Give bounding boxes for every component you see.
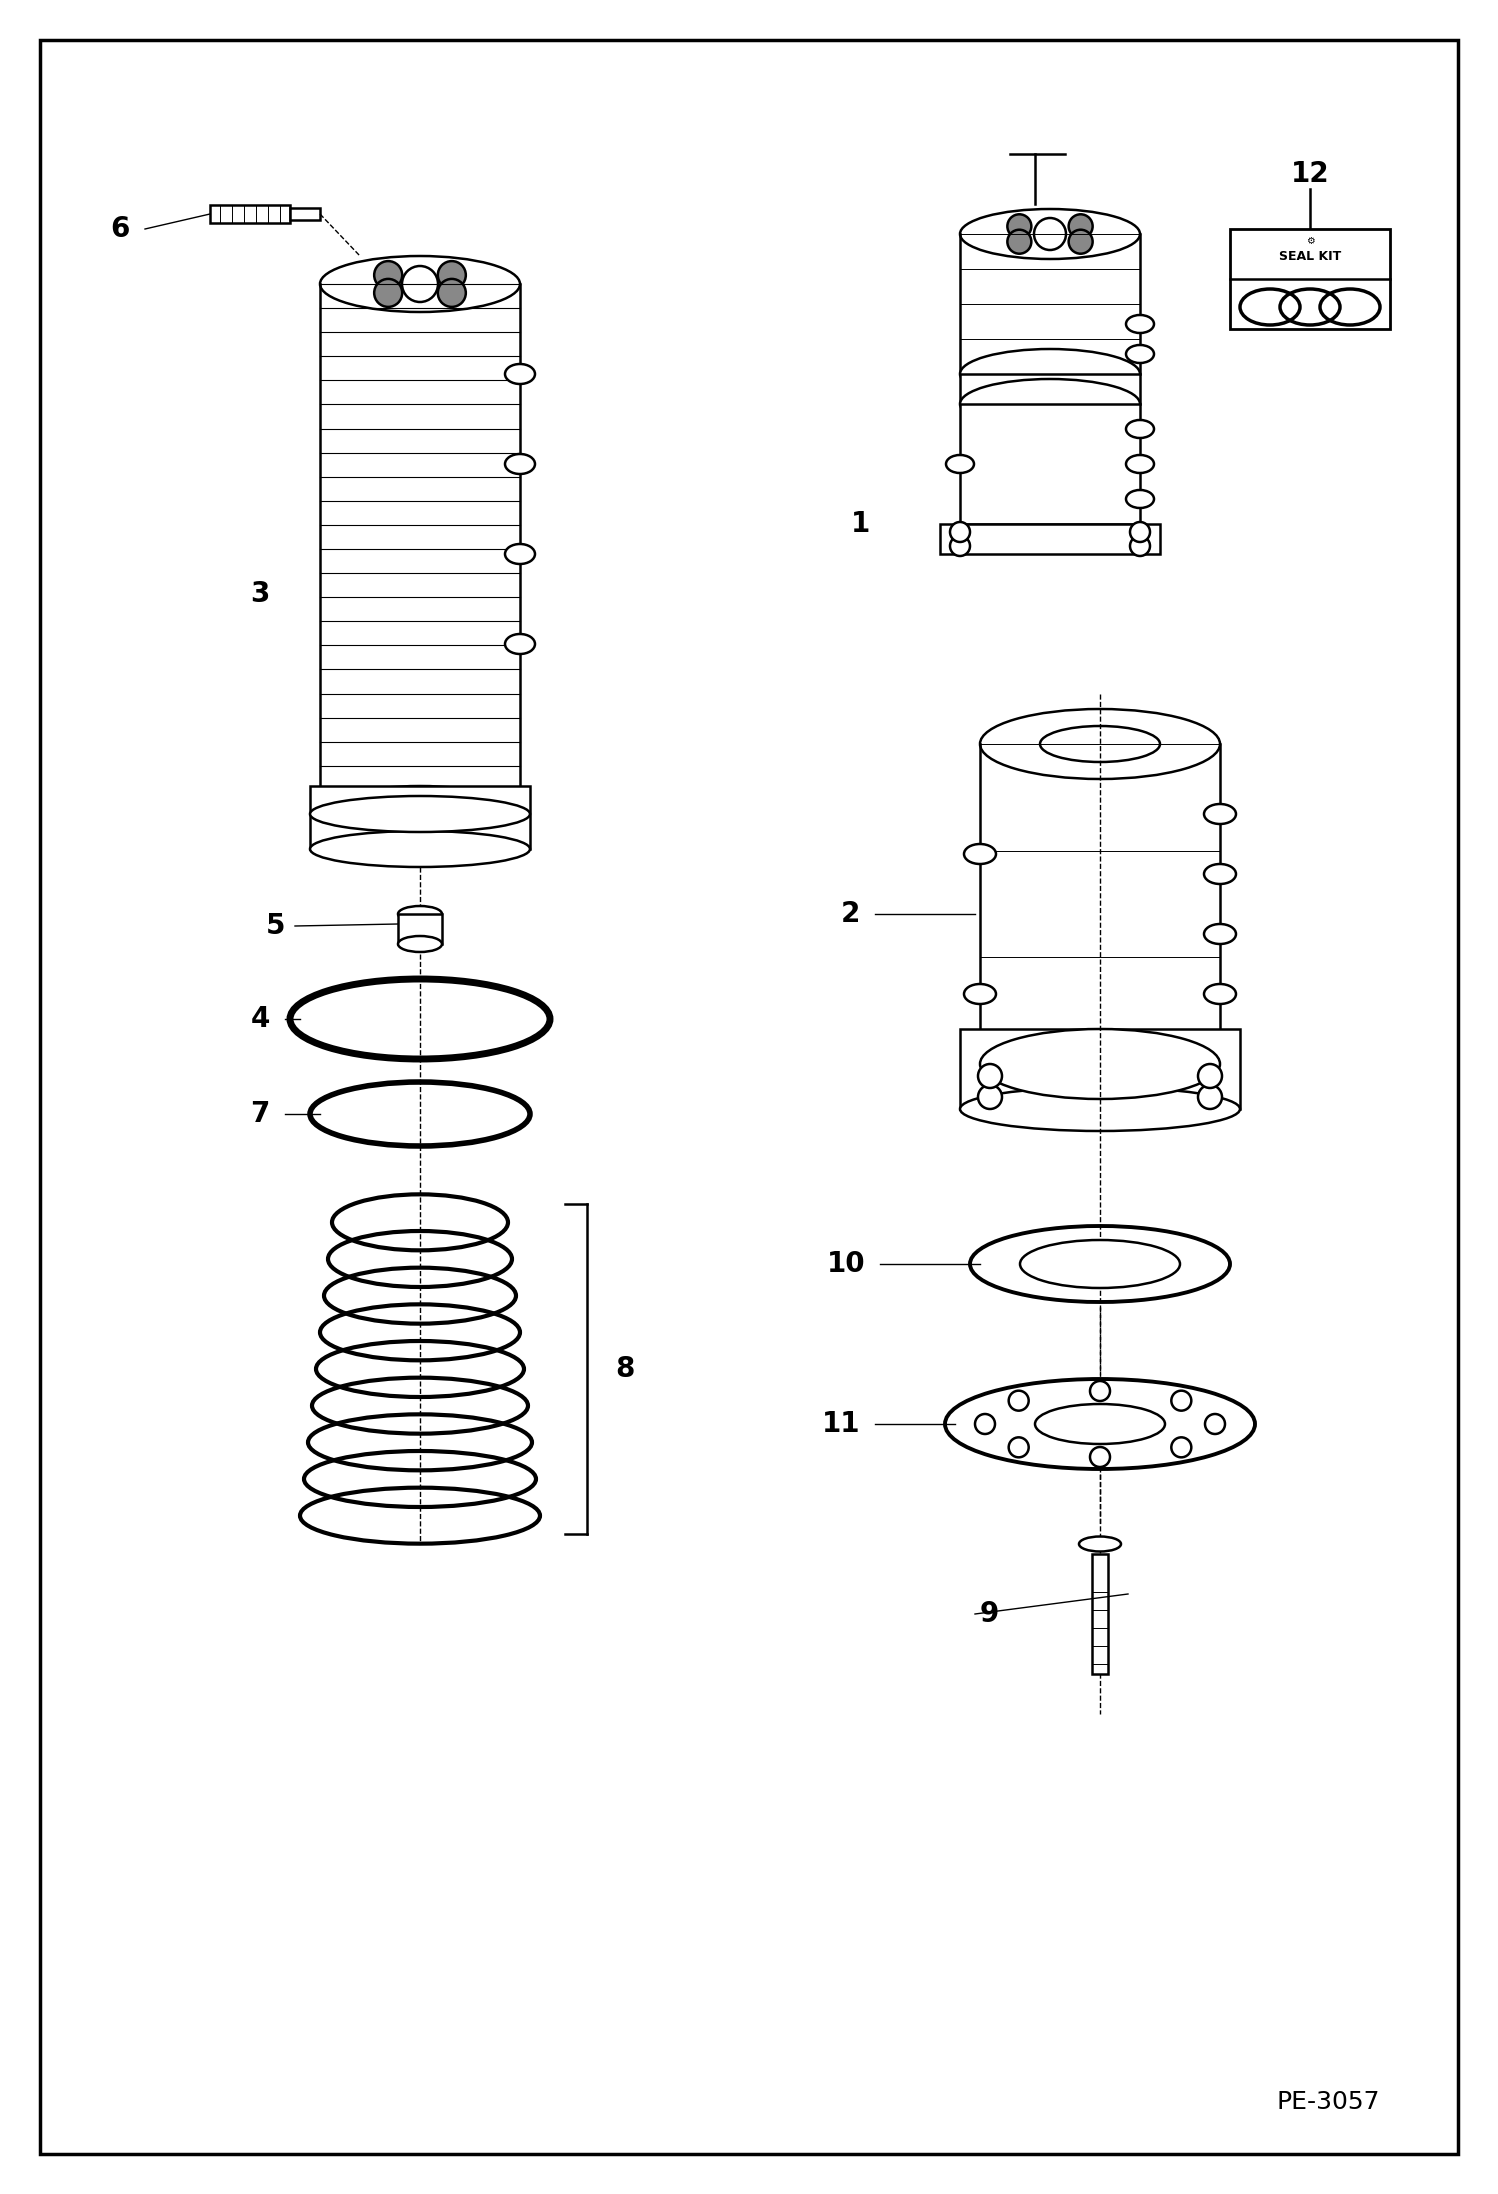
- Text: 6: 6: [111, 215, 130, 244]
- Ellipse shape: [310, 796, 530, 832]
- Bar: [960, 1029, 1240, 1108]
- Text: SEAL KIT: SEAL KIT: [1279, 250, 1341, 263]
- Circle shape: [437, 261, 466, 290]
- Ellipse shape: [1079, 1536, 1121, 1551]
- Text: 5: 5: [265, 913, 285, 939]
- Ellipse shape: [505, 364, 535, 384]
- Circle shape: [1091, 1448, 1110, 1468]
- Circle shape: [1171, 1437, 1191, 1457]
- Circle shape: [1171, 1391, 1191, 1411]
- Ellipse shape: [980, 709, 1219, 779]
- Ellipse shape: [310, 832, 530, 867]
- Bar: [960, 373, 1140, 404]
- Text: 9: 9: [980, 1599, 999, 1628]
- Circle shape: [1129, 522, 1150, 542]
- Bar: [398, 915, 442, 943]
- Bar: [941, 524, 1159, 555]
- Ellipse shape: [960, 349, 1140, 399]
- Text: PE-3057: PE-3057: [1276, 2091, 1380, 2115]
- Circle shape: [975, 1413, 995, 1435]
- Ellipse shape: [505, 634, 535, 654]
- Ellipse shape: [1126, 419, 1153, 439]
- Bar: [310, 785, 530, 849]
- Ellipse shape: [1204, 924, 1236, 943]
- Circle shape: [374, 279, 401, 307]
- Bar: [1230, 228, 1390, 329]
- Circle shape: [437, 279, 466, 307]
- Bar: [291, 208, 321, 219]
- Bar: [1092, 1553, 1109, 1674]
- Ellipse shape: [1204, 864, 1236, 884]
- Circle shape: [1008, 1437, 1029, 1457]
- Circle shape: [1129, 535, 1150, 555]
- Text: 8: 8: [616, 1356, 634, 1382]
- Bar: [175, 884, 800, 1595]
- Circle shape: [1198, 1064, 1222, 1088]
- Circle shape: [950, 522, 971, 542]
- Circle shape: [1007, 215, 1031, 239]
- Circle shape: [1068, 215, 1092, 239]
- Circle shape: [374, 261, 401, 290]
- Ellipse shape: [1204, 983, 1236, 1005]
- Ellipse shape: [1126, 316, 1153, 333]
- Text: 4: 4: [250, 1005, 270, 1033]
- Text: 3: 3: [250, 579, 270, 608]
- Ellipse shape: [960, 208, 1140, 259]
- Ellipse shape: [945, 1380, 1255, 1470]
- Circle shape: [1091, 1380, 1110, 1402]
- Ellipse shape: [321, 257, 520, 312]
- Ellipse shape: [1126, 489, 1153, 509]
- Text: 1: 1: [851, 509, 870, 538]
- Ellipse shape: [1126, 344, 1153, 362]
- Circle shape: [978, 1064, 1002, 1088]
- Ellipse shape: [965, 845, 996, 864]
- Ellipse shape: [1126, 454, 1153, 474]
- Circle shape: [1007, 230, 1031, 255]
- Circle shape: [1034, 217, 1067, 250]
- Ellipse shape: [505, 454, 535, 474]
- Ellipse shape: [960, 1086, 1240, 1130]
- Circle shape: [1008, 1391, 1029, 1411]
- Circle shape: [1068, 230, 1092, 255]
- Bar: [210, 204, 291, 224]
- Bar: [960, 404, 1140, 524]
- Ellipse shape: [505, 544, 535, 564]
- Ellipse shape: [1020, 1240, 1180, 1288]
- Ellipse shape: [1035, 1404, 1165, 1444]
- Ellipse shape: [398, 937, 442, 952]
- Ellipse shape: [1204, 803, 1236, 825]
- Text: 11: 11: [821, 1411, 860, 1437]
- Text: 2: 2: [840, 900, 860, 928]
- Circle shape: [1204, 1413, 1225, 1435]
- Ellipse shape: [965, 983, 996, 1005]
- Text: 10: 10: [827, 1251, 864, 1277]
- Circle shape: [401, 265, 437, 303]
- Ellipse shape: [960, 380, 1140, 430]
- Ellipse shape: [398, 906, 442, 921]
- Ellipse shape: [321, 785, 520, 842]
- Circle shape: [978, 1086, 1002, 1108]
- Text: 7: 7: [250, 1099, 270, 1128]
- Ellipse shape: [980, 1029, 1219, 1099]
- Circle shape: [950, 535, 971, 555]
- Text: 12: 12: [1291, 160, 1329, 189]
- Ellipse shape: [947, 454, 974, 474]
- Circle shape: [1198, 1086, 1222, 1108]
- Text: ⚙: ⚙: [1306, 237, 1314, 246]
- Ellipse shape: [1040, 726, 1159, 761]
